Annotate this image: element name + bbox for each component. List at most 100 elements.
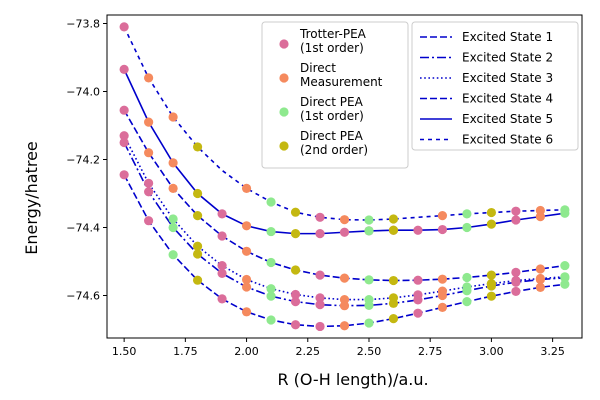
legend-label-direct-measurement: Measurement: [300, 75, 383, 89]
direct-pea-1st-point: [266, 291, 276, 301]
direct-pea-2nd-point: [486, 270, 497, 280]
direct-pea-1st-point: [462, 282, 472, 292]
trotter-pea-point: [413, 290, 423, 300]
line-legend-box: [411, 21, 579, 151]
x-tick-label: 2.25: [296, 345, 321, 358]
legend-marker-direct-pea-2nd: [279, 141, 289, 151]
direct-pea-2nd-point: [388, 214, 399, 224]
direct-pea-2nd-point: [486, 219, 497, 229]
trotter-pea-point: [217, 209, 227, 219]
legend-label-direct-pea-1st: (1st order): [300, 109, 364, 123]
direct-measurement-point: [437, 302, 448, 312]
direct-measurement-point: [339, 294, 350, 305]
legend-label-excited-state-5: Excited State 5: [462, 112, 553, 126]
legend-label-direct-pea-2nd: (2nd order): [300, 143, 368, 157]
legend-marker-direct-pea-1st: [279, 107, 289, 117]
x-tick-label: 2.75: [418, 345, 443, 358]
direct-measurement-point: [241, 274, 252, 285]
direct-pea-1st-point: [364, 318, 374, 328]
x-axis-title: R (O-H length)/a.u.: [277, 370, 428, 389]
direct-measurement-point: [339, 321, 350, 331]
direct-pea-2nd-point: [192, 142, 203, 152]
legend-label-excited-state-1: Excited State 1: [462, 30, 553, 44]
legend-marker-trotter-pea: [279, 39, 289, 49]
direct-pea-1st-point: [266, 257, 276, 268]
x-tick-label: 2.00: [234, 345, 259, 358]
legend-label-direct-pea-2nd: Direct PEA: [300, 129, 364, 143]
direct-pea-1st-point: [462, 272, 472, 283]
legend-label-direct-pea-1st: Direct PEA: [300, 95, 364, 109]
trotter-pea-point: [315, 229, 325, 239]
y-tick-label: −74.4: [66, 222, 100, 235]
legend-label-excited-state-3: Excited State 3: [462, 71, 553, 85]
trotter-pea-point: [119, 131, 129, 141]
trotter-pea-point: [315, 300, 325, 310]
direct-pea-1st-point: [266, 226, 276, 237]
direct-measurement-point: [144, 117, 154, 127]
trotter-pea-point: [144, 178, 154, 188]
direct-pea-1st-point: [168, 214, 178, 224]
direct-pea-2nd-point: [192, 275, 203, 285]
direct-pea-1st-point: [364, 226, 374, 236]
direct-measurement-point: [535, 264, 545, 274]
axes: 1.50 1.75 2.00 2.25 2.50 2.75 3.00 3.25 −74.6 −74…: [66, 14, 583, 358]
direct-pea-1st-point: [364, 215, 374, 225]
x-tick-label: 1.50: [112, 345, 137, 358]
trotter-pea-point: [290, 320, 301, 330]
trotter-pea-point: [511, 206, 521, 216]
trotter-pea-point: [119, 22, 129, 32]
direct-pea-1st-point: [266, 197, 276, 207]
trotter-pea-point: [511, 215, 521, 225]
trotter-pea-point: [315, 270, 325, 280]
legend-label-trotter-pea: Trotter-PEA: [299, 27, 367, 41]
direct-measurement-point: [241, 221, 252, 231]
direct-pea-2nd-point: [486, 279, 497, 289]
marker-legend-box: [261, 21, 409, 169]
direct-pea-2nd-point: [486, 207, 497, 218]
legend-marker-direct-measurement: [279, 73, 289, 83]
legend-label-excited-state-2: Excited State 2: [462, 51, 553, 65]
direct-pea-2nd-point: [486, 291, 497, 301]
trotter-pea-point: [217, 268, 227, 278]
y-tick-label: −74.0: [66, 86, 100, 99]
direct-measurement-point: [437, 274, 448, 284]
direct-pea-2nd-point: [290, 265, 301, 275]
trotter-pea-point: [413, 225, 423, 235]
trotter-pea-point: [315, 212, 325, 222]
y-tick-label: −74.2: [66, 154, 100, 167]
trotter-pea-point: [290, 297, 301, 307]
direct-pea-1st-point: [168, 222, 178, 233]
direct-measurement-point: [339, 215, 350, 225]
direct-pea-1st-point: [266, 315, 276, 325]
trotter-pea-point: [217, 294, 227, 304]
direct-pea-1st-point: [364, 275, 374, 285]
trotter-pea-point: [511, 267, 521, 277]
direct-pea-1st-point: [364, 294, 374, 305]
x-tick-label: 2.50: [357, 345, 382, 358]
trotter-pea-point: [413, 275, 423, 285]
direct-measurement-point: [144, 148, 154, 158]
x-tick-label: 3.00: [479, 345, 504, 358]
x-tick-label: 1.75: [173, 345, 198, 358]
trotter-pea-point: [217, 260, 227, 271]
trotter-pea-point: [119, 105, 129, 115]
direct-measurement-point: [168, 112, 178, 122]
trotter-pea-point: [119, 64, 129, 74]
direct-pea-1st-point: [266, 284, 276, 294]
direct-measurement-point: [437, 211, 448, 221]
direct-pea-1st-point: [560, 279, 570, 289]
direct-measurement-point: [339, 273, 350, 283]
direct-pea-1st-point: [560, 205, 570, 215]
legend-label-direct-measurement: Direct: [300, 61, 336, 75]
direct-pea-2nd-point: [290, 207, 301, 217]
direct-pea-1st-point: [462, 297, 472, 307]
trotter-pea-point: [144, 216, 154, 226]
legend-label-excited-state-4: Excited State 4: [462, 92, 553, 106]
y-tick-label: −74.6: [66, 290, 100, 303]
trotter-pea-point: [511, 275, 521, 286]
plot-area: [119, 22, 570, 332]
direct-pea-2nd-point: [192, 241, 203, 251]
direct-pea-2nd-point: [290, 229, 301, 239]
